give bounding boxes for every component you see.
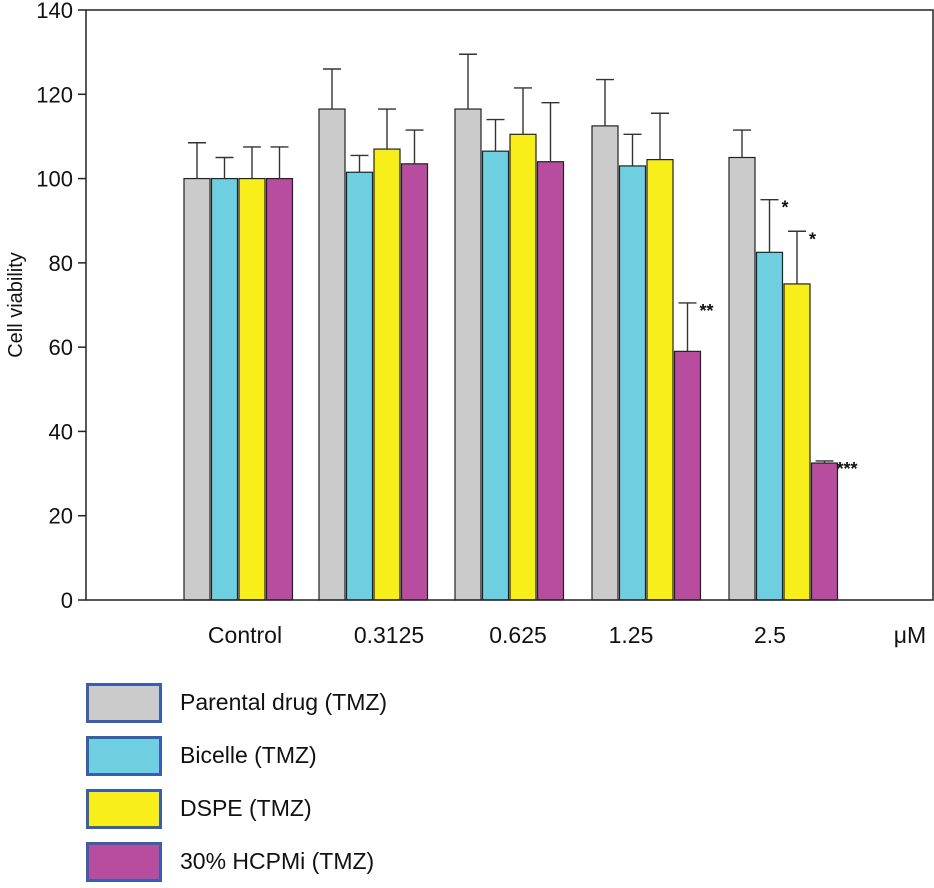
- bar-2-0.3125: [373, 148, 401, 601]
- bar-3-0.3125: [400, 163, 429, 601]
- legend: Parental drug (TMZ) Bicelle (TMZ) DSPE (…: [86, 676, 387, 888]
- bar-1-1.25: [618, 165, 647, 601]
- bar-0-2.5: [728, 156, 756, 601]
- x-tick-label-0.3125: 0.3125: [354, 622, 424, 648]
- y-tick-label-40: 40: [49, 419, 73, 444]
- significance-marker-3: ***: [837, 459, 858, 479]
- x-tick-label-Control: Control: [208, 622, 282, 648]
- legend-label-bicelle: Bicelle (TMZ): [180, 742, 317, 768]
- legend-item-dspe: DSPE (TMZ): [86, 782, 387, 835]
- legend-label-parental: Parental drug (TMZ): [180, 689, 388, 715]
- significance-marker-0: **: [700, 301, 714, 321]
- plot-frame: [85, 9, 934, 601]
- y-tick-label-80: 80: [49, 251, 73, 276]
- legend-swatch-bicelle: [86, 735, 162, 776]
- y-tick-label-100: 100: [36, 167, 73, 192]
- legend-label-dspe: DSPE (TMZ): [180, 795, 312, 821]
- bar-2-2.5: [783, 283, 811, 601]
- x-tick-label-0.625: 0.625: [489, 622, 547, 648]
- legend-swatch-parental: [86, 682, 162, 723]
- y-tick-label-0: 0: [61, 588, 73, 613]
- bar-3-Control: [265, 177, 294, 601]
- bar-1-2.5: [755, 251, 784, 601]
- bar-2-1.25: [646, 159, 674, 601]
- y-axis-title: Cell viability: [5, 252, 27, 358]
- bar-2-0.625: [509, 133, 537, 601]
- x-axis-unit: μM: [894, 622, 926, 648]
- bar-0-0.625: [454, 108, 482, 601]
- bar-3-0.625: [536, 161, 565, 601]
- x-tick-label-1.25: 1.25: [609, 622, 654, 648]
- bar-1-0.3125: [345, 171, 374, 601]
- legend-swatch-dspe: [86, 788, 162, 829]
- legend-item-hcpmi: 30% HCPMi (TMZ): [86, 835, 387, 888]
- bar-0-1.25: [591, 125, 619, 601]
- bar-1-Control: [210, 177, 239, 601]
- bar-0-Control: [183, 177, 211, 601]
- significance-marker-1: *: [782, 198, 789, 218]
- y-tick-label-140: 140: [36, 0, 73, 23]
- legend-label-hcpmi: 30% HCPMi (TMZ): [180, 848, 375, 874]
- bar-0-0.3125: [318, 108, 346, 601]
- bar-3-2.5: [810, 462, 839, 601]
- legend-item-bicelle: Bicelle (TMZ): [86, 729, 387, 782]
- legend-item-parental: Parental drug (TMZ): [86, 676, 387, 729]
- y-tick-label-20: 20: [49, 504, 73, 529]
- bar-1-0.625: [481, 150, 510, 601]
- significance-marker-2: *: [809, 229, 816, 249]
- bar-2-Control: [238, 177, 266, 601]
- x-tick-label-2.5: 2.5: [754, 622, 786, 648]
- bar-3-1.25: [673, 350, 702, 601]
- y-tick-label-60: 60: [49, 335, 73, 360]
- y-tick-label-120: 120: [36, 82, 73, 107]
